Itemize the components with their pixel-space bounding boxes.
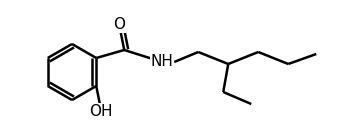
Text: OH: OH	[90, 104, 113, 119]
Text: O: O	[113, 18, 125, 33]
Text: NH: NH	[151, 55, 174, 70]
